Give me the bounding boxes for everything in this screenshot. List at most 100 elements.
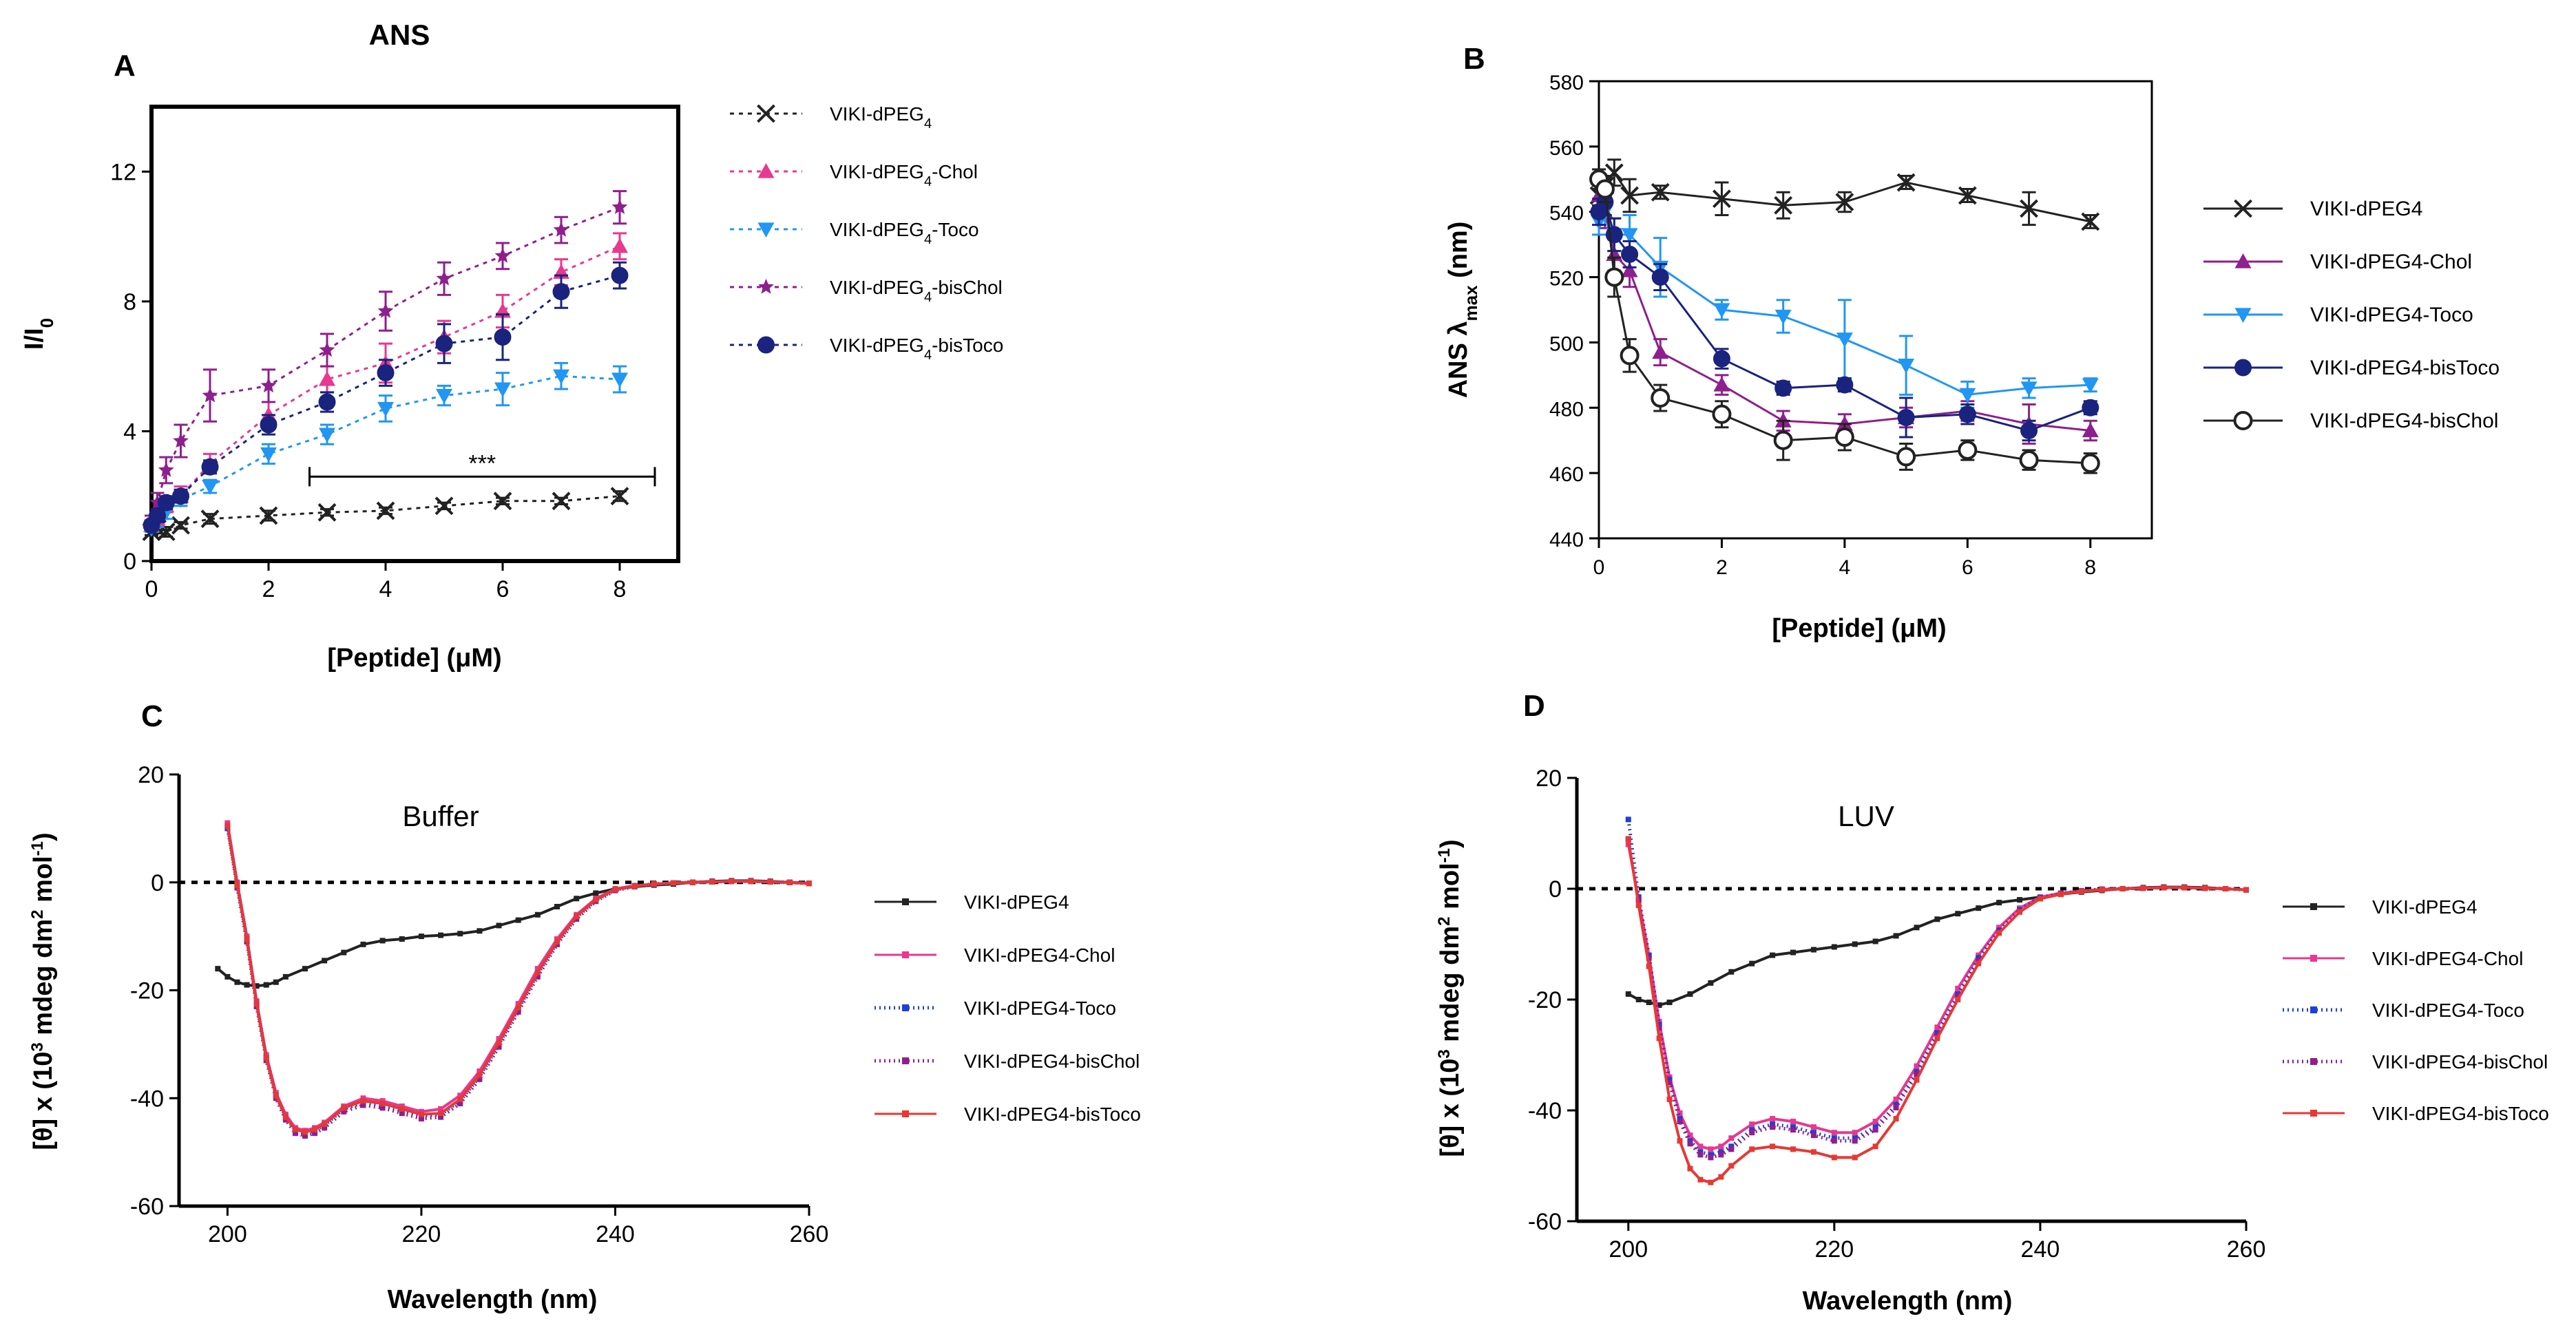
data-point — [379, 938, 386, 944]
legend-marker — [902, 898, 909, 905]
data-point — [1595, 179, 1615, 199]
data-point-stroke-b — [1958, 186, 1977, 205]
data-point — [360, 1102, 366, 1108]
data-point — [2037, 896, 2043, 902]
data-point — [1635, 997, 1642, 1002]
data-point — [1666, 1079, 1673, 1086]
data-point — [1666, 1077, 1673, 1083]
data-point — [748, 878, 754, 885]
data-point — [2080, 453, 2100, 473]
y-tick-label: -60 — [1528, 1209, 1562, 1235]
legend-entry: VIKI-dPEG4-bisToco — [875, 1104, 1141, 1125]
data-point — [1914, 1063, 1920, 1069]
y-tick-label: 0 — [1549, 876, 1562, 902]
data-point — [534, 911, 541, 918]
data-point — [1958, 405, 1976, 423]
data-point — [1708, 1154, 1714, 1161]
legend-label: VIKI-dPEG4-Toco — [964, 997, 1116, 1019]
data-point — [1872, 938, 1878, 944]
data-point — [1770, 1116, 1776, 1122]
x-tick-label: 6 — [1962, 556, 1973, 579]
data-point — [302, 966, 308, 972]
legend-entry: VIKI-dPEG4-bisChol — [2203, 410, 2498, 432]
data-point — [1810, 947, 1816, 953]
legend-label: VIKI-dPEG4-bisChol — [830, 277, 1003, 305]
legend-marker-stroke-b — [757, 104, 775, 123]
data-point — [292, 1130, 298, 1137]
series-viki-dpeg4 — [215, 878, 812, 989]
x-tick-label: 0 — [145, 576, 158, 602]
data-point — [319, 341, 335, 357]
data-point-stroke-b — [200, 509, 220, 529]
data-point — [234, 979, 240, 985]
data-point — [149, 507, 166, 525]
series-line — [226, 823, 810, 1132]
data-point — [438, 1106, 444, 1112]
legend-label: VIKI-dPEG4-Toco — [2372, 1000, 2524, 1021]
series-viki-dpeg4-toco — [224, 825, 812, 1137]
data-point — [612, 886, 618, 892]
data-point — [1646, 1000, 1652, 1006]
legend-entry: VIKI-dPEG4-bisChol — [2283, 1051, 2548, 1073]
data-point — [1620, 346, 1640, 366]
data-point — [1934, 1030, 1940, 1036]
data-point — [515, 917, 521, 923]
data-point — [1646, 952, 1652, 958]
panel-label-b: B — [1463, 42, 1485, 76]
legend-marker — [2234, 199, 2252, 218]
legend-label: VIKI-dPEG4-bisToco — [2310, 357, 2500, 379]
legend-entry: VIKI-dPEG4-Toco — [730, 219, 979, 247]
x-tick-label: 220 — [402, 1221, 441, 1247]
data-point — [438, 932, 444, 938]
legend-entry: VIKI-dPEG4-Toco — [875, 997, 1116, 1019]
data-point — [1774, 379, 1792, 397]
data-point-stroke-b — [317, 503, 337, 522]
legend-marker — [902, 1057, 909, 1064]
data-point — [1934, 916, 1940, 922]
data-point — [477, 1072, 483, 1078]
x-tick-label: 200 — [1609, 1236, 1648, 1263]
x-axis-label: [Peptide] (μM) — [1772, 614, 1946, 643]
data-point-stroke-b — [610, 487, 629, 506]
series-line — [1598, 178, 2091, 465]
data-point-stroke-b — [2081, 212, 2100, 231]
data-point — [1996, 925, 2002, 931]
legend-entry: VIKI-dPEG4-Chol — [2203, 251, 2472, 273]
data-point — [1914, 1068, 1920, 1075]
data-point — [1604, 163, 1624, 182]
data-point — [260, 377, 277, 393]
data-point — [1687, 1132, 1693, 1139]
data-point — [1773, 430, 1793, 450]
series-viki-dpeg4-bistoco — [1625, 836, 2249, 1185]
data-point-stroke-b — [1713, 189, 1731, 209]
legend-marker — [757, 163, 775, 178]
data-point — [651, 881, 657, 887]
data-point — [1697, 1176, 1704, 1183]
y-tick-label: 520 — [1549, 268, 1584, 291]
legend-marker — [2233, 411, 2253, 430]
data-point-stroke-b — [1835, 193, 1854, 211]
data-point — [1898, 359, 1915, 374]
legend-entry: VIKI-dPEG4-Toco — [2283, 1000, 2524, 1021]
data-point — [574, 896, 580, 902]
data-point-stroke-b — [1604, 163, 1624, 182]
data-point — [1893, 1104, 1899, 1110]
data-point — [1810, 1130, 1816, 1136]
x-tick-label: 260 — [790, 1221, 829, 1247]
data-point — [1697, 1143, 1704, 1150]
data-point — [273, 979, 279, 985]
data-point — [729, 878, 735, 885]
data-point — [552, 492, 571, 511]
data-point — [1713, 303, 1730, 318]
y-tick-label: -40 — [130, 1086, 164, 1112]
data-point — [767, 878, 773, 885]
data-point — [1914, 925, 1920, 931]
data-point — [379, 1105, 386, 1111]
data-point — [1728, 1163, 1735, 1169]
data-point — [418, 933, 424, 940]
data-point — [2082, 422, 2099, 438]
legend-marker — [2310, 1058, 2317, 1065]
y-tick-label: -20 — [1528, 987, 1562, 1013]
data-point-stroke-b — [171, 516, 190, 535]
data-point — [377, 364, 395, 382]
